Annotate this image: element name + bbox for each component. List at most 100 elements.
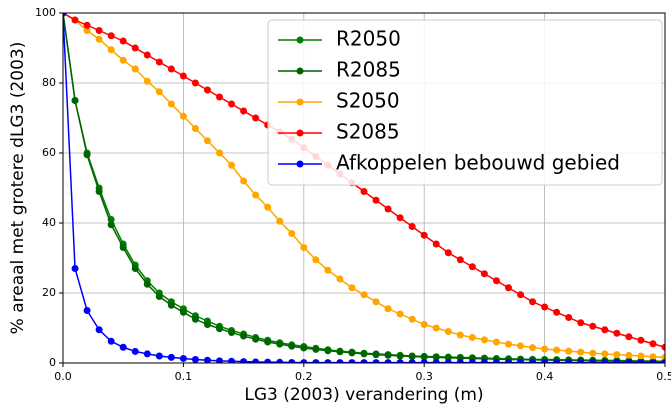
y-axis-label: % areaal met grotere dLG3 (2003) bbox=[8, 42, 28, 335]
x-tick-label: 0.1 bbox=[175, 370, 193, 383]
data-point bbox=[119, 56, 127, 64]
data-point bbox=[63, 13, 67, 17]
data-point bbox=[468, 333, 476, 341]
data-point bbox=[541, 345, 549, 353]
data-point bbox=[480, 359, 488, 363]
data-point bbox=[336, 275, 344, 283]
data-point bbox=[155, 88, 163, 96]
data-point bbox=[625, 359, 633, 363]
data-point bbox=[155, 352, 163, 360]
data-point bbox=[143, 280, 151, 288]
data-point bbox=[360, 350, 368, 358]
data-point bbox=[252, 191, 260, 199]
data-point bbox=[408, 359, 416, 363]
legend-marker bbox=[296, 36, 304, 44]
data-point bbox=[336, 359, 344, 363]
data-point bbox=[131, 65, 139, 73]
data-point bbox=[252, 114, 260, 122]
data-point bbox=[179, 308, 187, 316]
data-point bbox=[203, 321, 211, 328]
data-point bbox=[276, 340, 284, 348]
data-point bbox=[468, 263, 476, 271]
legend-label: S2050 bbox=[336, 89, 400, 113]
data-point bbox=[348, 359, 356, 363]
data-point bbox=[252, 335, 260, 343]
data-point bbox=[444, 354, 452, 362]
data-point bbox=[468, 359, 476, 363]
data-point bbox=[143, 77, 151, 85]
y-tick-label: 100 bbox=[35, 6, 56, 19]
data-point bbox=[420, 321, 428, 328]
data-point bbox=[396, 214, 404, 222]
data-point bbox=[553, 346, 561, 354]
data-point bbox=[589, 349, 597, 357]
data-point bbox=[480, 336, 488, 344]
data-point bbox=[565, 359, 573, 363]
data-point bbox=[456, 359, 464, 363]
data-point bbox=[348, 349, 356, 357]
data-point bbox=[577, 348, 585, 356]
x-tick-label: 0.4 bbox=[536, 370, 554, 383]
data-point bbox=[119, 343, 127, 351]
data-point bbox=[216, 357, 224, 363]
data-point bbox=[492, 338, 500, 346]
data-point bbox=[384, 205, 392, 213]
data-point bbox=[300, 359, 308, 363]
data-point bbox=[324, 359, 332, 363]
data-point bbox=[432, 324, 440, 332]
data-point bbox=[312, 256, 320, 264]
data-point bbox=[143, 350, 151, 358]
data-point bbox=[324, 347, 332, 355]
data-point bbox=[119, 37, 127, 45]
data-point bbox=[264, 358, 272, 363]
data-point bbox=[240, 177, 248, 185]
data-point bbox=[360, 359, 368, 363]
data-point bbox=[456, 331, 464, 339]
legend-box bbox=[267, 19, 663, 186]
data-point bbox=[456, 256, 464, 264]
data-point bbox=[444, 328, 452, 335]
data-point bbox=[613, 329, 621, 337]
data-point bbox=[529, 298, 537, 306]
data-point bbox=[95, 35, 103, 43]
data-point bbox=[589, 359, 597, 363]
data-point bbox=[264, 338, 272, 346]
data-point bbox=[191, 315, 199, 323]
data-point bbox=[203, 356, 211, 363]
data-point bbox=[432, 240, 440, 248]
x-tick-label: 0.0 bbox=[54, 370, 72, 383]
data-point bbox=[432, 359, 440, 363]
data-point bbox=[408, 353, 416, 361]
data-point bbox=[601, 326, 609, 334]
data-point bbox=[384, 359, 392, 363]
data-point bbox=[577, 359, 585, 363]
data-point bbox=[480, 270, 488, 278]
data-point bbox=[517, 359, 525, 363]
legend-marker bbox=[296, 129, 304, 137]
data-point bbox=[517, 291, 525, 299]
x-axis-label: LG3 (2003) verandering (m) bbox=[244, 385, 483, 405]
data-point bbox=[71, 265, 79, 272]
data-point bbox=[155, 58, 163, 66]
data-point bbox=[504, 340, 512, 348]
data-point bbox=[649, 340, 657, 348]
data-point bbox=[420, 359, 428, 363]
legend-label: S2085 bbox=[336, 120, 400, 144]
legend-label: R2050 bbox=[336, 27, 401, 51]
data-point bbox=[360, 188, 368, 195]
data-point bbox=[107, 32, 115, 40]
data-point bbox=[179, 112, 187, 120]
data-point bbox=[83, 151, 91, 159]
data-point bbox=[276, 217, 284, 225]
data-point bbox=[167, 65, 175, 73]
data-point bbox=[131, 265, 139, 272]
data-point bbox=[637, 336, 645, 344]
data-point bbox=[167, 301, 175, 309]
data-point bbox=[191, 79, 199, 87]
x-tick-label: 0.3 bbox=[415, 370, 433, 383]
data-point bbox=[492, 277, 500, 285]
data-point bbox=[179, 354, 187, 362]
plot-frame bbox=[62, 12, 666, 364]
data-point bbox=[240, 332, 248, 340]
data-point bbox=[661, 359, 665, 363]
